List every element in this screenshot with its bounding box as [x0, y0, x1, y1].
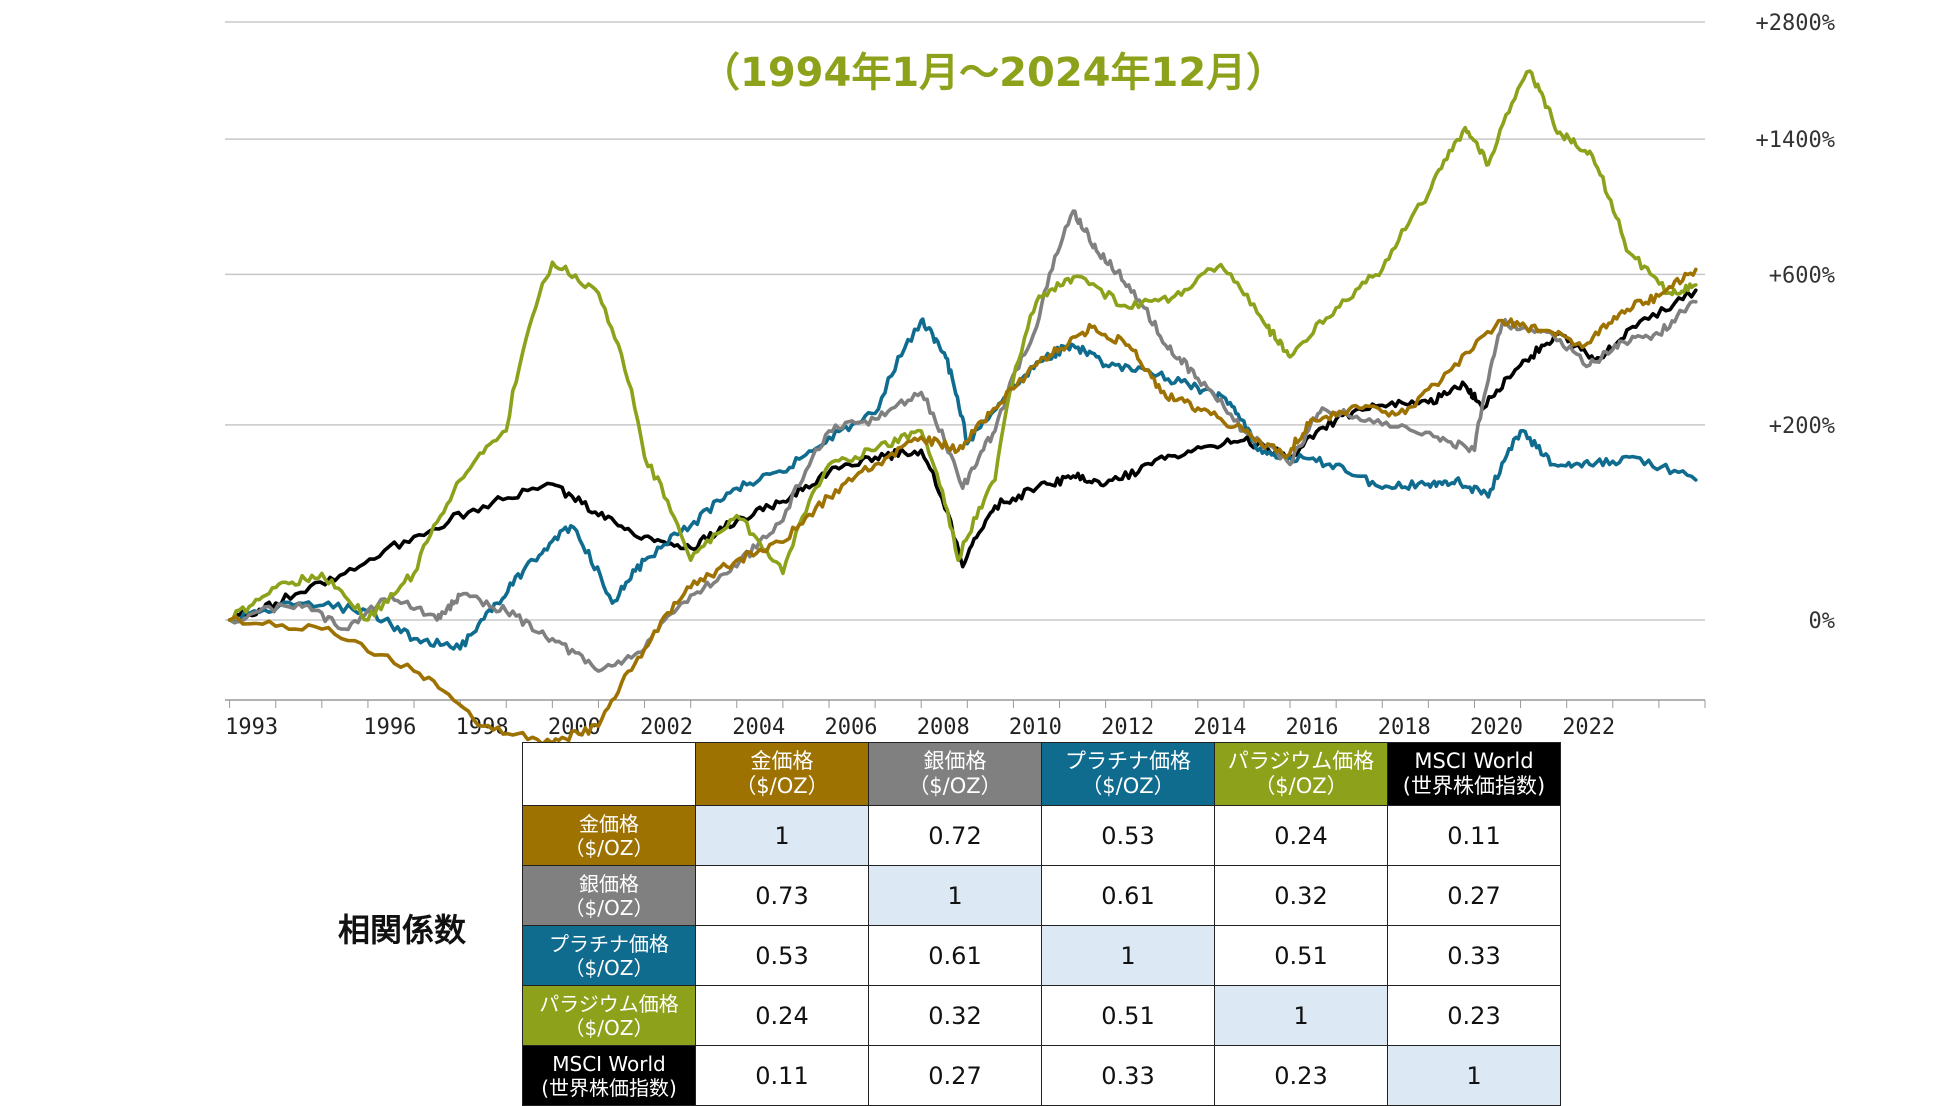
correlation-row-palladium: パラジウム価格 （$/OZ） 0.24 0.32 0.51 1 0.23: [522, 985, 1561, 1046]
corner-cell: [522, 742, 696, 806]
x-tick-label: 2022: [1562, 715, 1615, 740]
corr-cell: 0.61: [868, 925, 1042, 986]
corr-cell: 0.51: [1041, 985, 1215, 1046]
y-tick-label: +1400%: [1756, 128, 1835, 153]
corr-cell: 1: [1214, 985, 1388, 1046]
corr-cell: 0.27: [1387, 865, 1561, 926]
y-tick-label: +200%: [1769, 414, 1835, 439]
series-line-palladium: [227, 69, 1698, 622]
corr-cell: 0.61: [1041, 865, 1215, 926]
x-tick-label: 2016: [1286, 715, 1339, 740]
corr-cell: 0.53: [695, 925, 869, 986]
corr-cell: 1: [1041, 925, 1215, 986]
series-line-msci: [227, 288, 1698, 622]
x-tick-label: 1993: [225, 715, 278, 740]
corr-cell: 0.23: [1214, 1045, 1388, 1106]
col-header-gold: 金価格 （$/OZ）: [695, 742, 869, 806]
corr-cell: 0.23: [1387, 985, 1561, 1046]
corr-cell: 1: [1387, 1045, 1561, 1106]
row-header-platinum: プラチナ価格 （$/OZ）: [522, 925, 696, 986]
correlation-row-platinum: プラチナ価格 （$/OZ） 0.53 0.61 1 0.51 0.33: [522, 925, 1561, 986]
corr-cell: 0.72: [868, 805, 1042, 866]
x-tick-label: 1996: [363, 715, 416, 740]
y-tick-label: 0%: [1809, 609, 1836, 634]
correlation-row-msci: MSCI World (世界株価指数) 0.11 0.27 0.33 0.23 1: [522, 1045, 1561, 1106]
chart-title: （1994年1月～2024年12月）: [700, 50, 1287, 96]
col-header-platinum: プラチナ価格 （$/OZ）: [1041, 742, 1215, 806]
corr-cell: 0.53: [1041, 805, 1215, 866]
corr-cell: 0.51: [1214, 925, 1388, 986]
corr-cell: 0.11: [1387, 805, 1561, 866]
corr-cell: 1: [868, 865, 1042, 926]
corr-cell: 0.24: [695, 985, 869, 1046]
col-header-palladium: パラジウム価格 （$/OZ）: [1214, 742, 1388, 806]
series-line-silver: [227, 209, 1698, 673]
corr-cell: 1: [695, 805, 869, 866]
x-tick-label: 2008: [917, 715, 970, 740]
row-header-silver: 銀価格 （$/OZ）: [522, 865, 696, 926]
corr-cell: 0.24: [1214, 805, 1388, 866]
col-header-silver: 銀価格 （$/OZ）: [868, 742, 1042, 806]
x-tick-label: 2018: [1378, 715, 1431, 740]
y-tick-label: +600%: [1769, 263, 1835, 288]
x-tick-label: 2004: [732, 715, 785, 740]
col-header-msci: MSCI World (世界株価指数): [1387, 742, 1561, 806]
x-tick-label: 2010: [1009, 715, 1062, 740]
corr-cell: 0.32: [1214, 865, 1388, 926]
corr-cell: 0.33: [1387, 925, 1561, 986]
x-tick-label: 2014: [1193, 715, 1246, 740]
x-tick-label: 2006: [824, 715, 877, 740]
correlation-row-gold: 金価格 （$/OZ） 1 0.72 0.53 0.24 0.11: [522, 805, 1561, 866]
y-tick-label: +2800%: [1756, 11, 1835, 36]
series-line-gold: [227, 267, 1698, 747]
corr-cell: 0.11: [695, 1045, 869, 1106]
x-tick-label: 2002: [640, 715, 693, 740]
correlation-table: 金価格 （$/OZ） 銀価格 （$/OZ） プラチナ価格 （$/OZ） パラジウム価格…: [522, 742, 1561, 1106]
row-header-palladium: パラジウム価格 （$/OZ）: [522, 985, 696, 1046]
x-tick-label: 2012: [1101, 715, 1154, 740]
correlation-row-silver: 銀価格 （$/OZ） 0.73 1 0.61 0.32 0.27: [522, 865, 1561, 926]
corr-cell: 0.73: [695, 865, 869, 926]
correlation-label: 相関係数: [338, 911, 467, 949]
corr-cell: 0.27: [868, 1045, 1042, 1106]
corr-cell: 0.33: [1041, 1045, 1215, 1106]
corr-cell: 0.32: [868, 985, 1042, 1046]
row-header-gold: 金価格 （$/OZ）: [522, 805, 696, 866]
x-tick-label: 2020: [1470, 715, 1523, 740]
row-header-msci: MSCI World (世界株価指数): [522, 1045, 696, 1106]
correlation-header-row: 金価格 （$/OZ） 銀価格 （$/OZ） プラチナ価格 （$/OZ） パラジウム価格…: [522, 742, 1561, 806]
